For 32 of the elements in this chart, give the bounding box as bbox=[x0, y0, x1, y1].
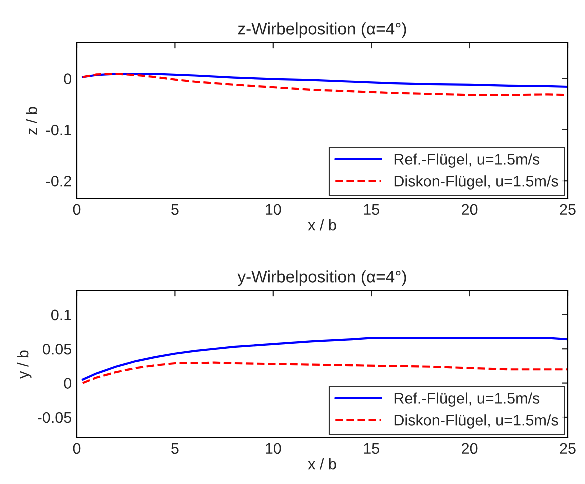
x-tick-label: 20 bbox=[462, 204, 478, 216]
x-tick-label: 10 bbox=[266, 443, 282, 454]
x-tick-label: 5 bbox=[172, 443, 179, 454]
line-series bbox=[82, 73, 568, 88]
y-tick-label: 0.05 bbox=[43, 344, 72, 355]
x-tick-label: 25 bbox=[560, 443, 576, 454]
legend-label: Diskon-Flügel, u=1.5m/s bbox=[394, 414, 558, 429]
line-series bbox=[82, 362, 568, 384]
y-axis-title: z / b bbox=[26, 107, 38, 135]
x-axis-title: x / b bbox=[308, 219, 336, 231]
y-tick-label: 0.1 bbox=[52, 310, 72, 321]
legend-label: Ref.-Flügel, u=1.5m/s bbox=[394, 392, 540, 407]
legend-label: Diskon-Flügel, u=1.5m/s bbox=[394, 176, 558, 190]
y-tick-label: -0.1 bbox=[46, 124, 72, 136]
x-tick-label: 10 bbox=[266, 204, 282, 216]
x-tick-label: 25 bbox=[560, 204, 576, 216]
chart-title: z-Wirbelposition (α=4°) bbox=[238, 22, 406, 38]
legend-label: Ref.-Flügel, u=1.5m/s bbox=[394, 154, 540, 168]
x-tick-label: 0 bbox=[73, 204, 81, 216]
x-axis-title: x / b bbox=[308, 458, 336, 470]
y-axis-title: y / b bbox=[18, 350, 32, 379]
y-tick-label: -0.2 bbox=[46, 176, 72, 187]
x-tick-label: 5 bbox=[172, 204, 179, 216]
y-tick-label: 0 bbox=[64, 74, 72, 84]
x-tick-label: 15 bbox=[364, 443, 380, 454]
x-tick-label: 15 bbox=[364, 204, 380, 216]
y-tick-label: -0.05 bbox=[38, 412, 72, 424]
chart-title: y-Wirbelposition (α=4°) bbox=[238, 270, 406, 286]
x-tick-label: 0 bbox=[73, 443, 81, 454]
line-series bbox=[82, 337, 568, 381]
x-tick-label: 20 bbox=[462, 443, 478, 454]
y-tick-label: 0 bbox=[64, 378, 72, 389]
